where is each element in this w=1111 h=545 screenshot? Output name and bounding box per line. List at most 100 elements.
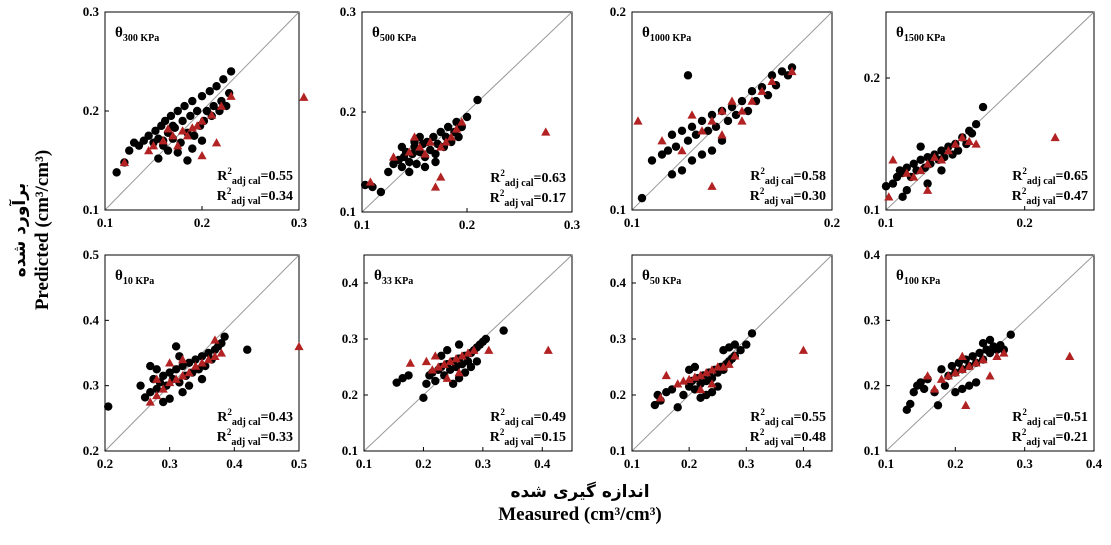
x-tick-label: 0.2 [947,456,963,471]
panel-8: 0.1 0.2 0.3 0.4 0.1 0.2 0.3 0.4 θ100 KPa R2adj ca… [864,247,1103,471]
calibration-point [940,381,950,390]
calibration-point [667,170,677,179]
calibration-point [657,150,667,159]
validation-point [697,126,707,135]
calibration-point [420,162,430,172]
calibration-point [637,193,647,203]
r2-annotation: R2adj cal=0.58 [750,166,826,187]
panel-3: 0.1 0.2 0.1 0.2 θ1000 KPa R2adj cal=0.58R2adj… [610,4,913,230]
calibration-point [985,348,995,358]
y-tick-label: 0.1 [864,443,880,458]
calibration-point [431,149,440,159]
y-axis-label-persian: برآورد شده [10,182,30,278]
calibration-point [212,82,221,91]
panel-title: θ50 KPa [642,268,681,287]
validation-point [884,192,894,201]
validation-point [957,364,967,374]
x-tick-label: 0.1 [356,456,372,471]
x-tick-label: 0.3 [738,456,755,471]
calibration-point [687,156,697,165]
calibration-point [136,381,145,390]
x-tick-label: 0.1 [878,215,894,230]
validation-point [957,132,967,142]
calibration-point [763,90,773,100]
y-tick-label: 0.2 [342,387,358,402]
r2-annotation: R2adj cal=0.65 [1012,166,1088,187]
validation-point [695,384,706,394]
r2-annotation: R2adj val=0.34 [217,186,293,207]
calibration-point [978,102,988,112]
calibration-point [663,146,673,155]
calibration-point [384,167,393,177]
calibration-point [404,371,413,380]
calibration-point [723,116,733,126]
calibration-point [727,102,737,112]
y-tick-label: 0.3 [340,4,357,19]
validation-point [119,157,129,167]
calibration-point [163,146,173,155]
validation-point [457,117,467,126]
x-axis-label: اندازه گیری شده Measured (cm³/cm³) [430,482,730,526]
calibration-point [205,87,214,96]
x-tick-label: 0.2 [415,456,431,471]
calibration-point [971,378,981,387]
calibration-point [104,402,113,411]
calibration-point [188,96,197,106]
validation-point [717,106,727,115]
validation-point [192,121,202,130]
validation-point [163,124,173,133]
r2-annotation: R2adj val=0.21 [1012,427,1088,448]
validation-point [148,141,159,150]
validation-point [420,149,430,158]
calibration-point [422,379,431,388]
panel-title: θ33 KPa [374,268,413,287]
validation-point [409,132,420,141]
x-tick-label: 0.1 [354,217,370,232]
panel-5: 0.2 0.3 0.4 0.5 0.2 0.3 0.4 0.5 θ10 KPa R2adj cal… [83,247,308,471]
panel-title: θ500 KPa [372,25,416,44]
calibration-point [650,400,660,410]
calibration-point [687,122,697,132]
calibration-point [466,362,476,372]
calibration-point [916,378,925,387]
validation-point [178,126,188,135]
calibration-point [472,357,482,366]
validation-point [182,131,193,140]
panel-title: θ1000 KPa [642,25,691,44]
validation-point [923,371,933,380]
validation-point [929,152,940,161]
validation-point [985,371,995,380]
validation-point [469,345,479,354]
calibration-point [707,110,717,120]
calibration-point [736,346,745,355]
calibration-point [937,146,946,155]
calibration-point [717,136,727,145]
calibration-point [743,106,753,116]
validation-point [226,91,236,100]
validation-point [737,106,747,115]
calibration-point [112,168,121,177]
calibration-point [190,131,199,140]
calibration-point [405,157,414,167]
calibration-point [154,154,163,163]
validation-point [767,76,777,85]
x-tick-label: 0.1 [624,215,640,230]
validation-point [442,373,452,382]
validation-point [294,341,304,351]
r2-annotation: R2adj val=0.48 [750,427,826,448]
calibration-point [747,329,757,338]
y-tick-label: 0.3 [342,331,359,346]
calibration-point [937,166,946,175]
calibration-point [898,192,907,201]
x-tick-label: 0.1 [624,456,640,471]
x-tick-label: 0.2 [681,456,697,471]
validation-point [190,361,201,370]
calibration-point [742,340,751,349]
validation-point [197,150,207,160]
validation-point [433,362,443,371]
one-to-one-line [885,11,1095,211]
validation-point [203,354,214,364]
x-tick-label: 0.2 [824,215,840,230]
calibration-point [916,142,925,151]
